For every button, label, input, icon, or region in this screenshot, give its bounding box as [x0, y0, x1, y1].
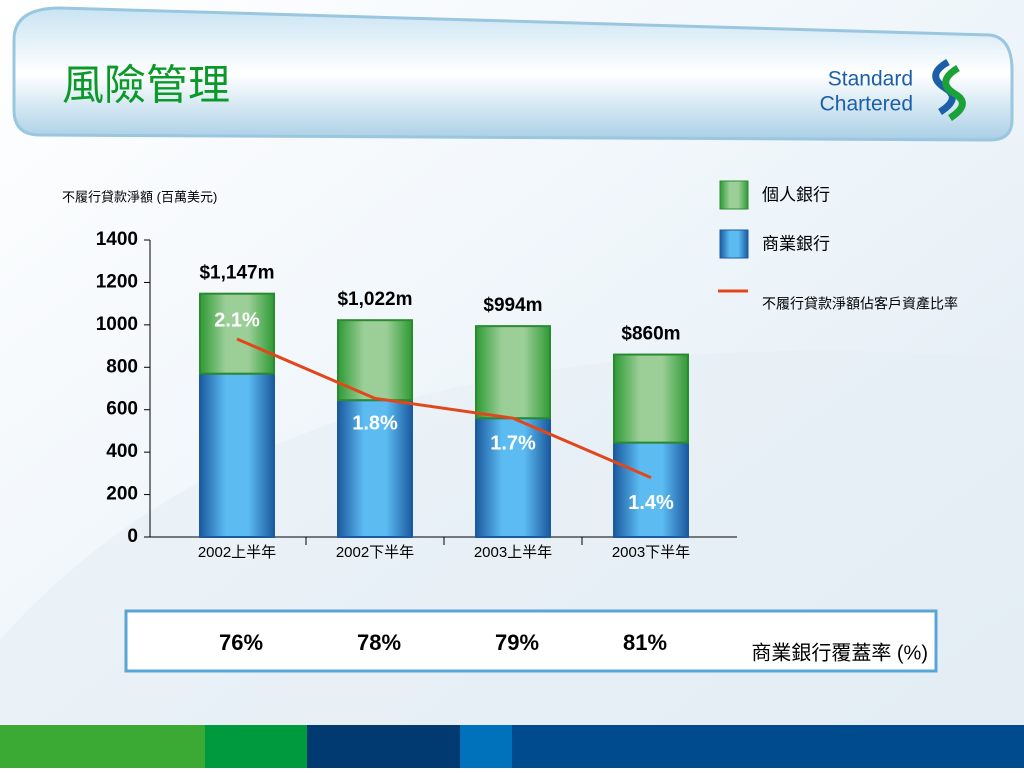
total-label: $1,022m — [337, 289, 412, 310]
y-tick-label: 400 — [106, 441, 138, 462]
footer-strip — [460, 725, 512, 768]
bar-segment — [337, 399, 413, 538]
bar-segment — [199, 292, 275, 375]
y-tick-label: 1000 — [96, 314, 138, 335]
coverage-value: 81% — [623, 630, 667, 655]
footer-strip — [205, 725, 307, 768]
x-tick-label: 2002下半年 — [336, 544, 414, 561]
coverage-label: 商業銀行覆蓋率 (%) — [751, 641, 928, 664]
logo-text: Standard — [828, 68, 913, 91]
bar-segment — [475, 325, 551, 420]
y-tick-label: 800 — [106, 356, 138, 377]
footer-strip — [307, 725, 460, 768]
title: 風險管理 — [62, 61, 230, 110]
ratio-label: 2.1% — [214, 309, 260, 331]
total-label: $1,147m — [199, 263, 274, 284]
footer-strip — [0, 725, 205, 768]
coverage-value: 76% — [219, 630, 263, 655]
x-tick-label: 2002上半年 — [198, 544, 276, 561]
legend-label: 商業銀行 — [762, 234, 830, 253]
y-tick-label: 1200 — [96, 271, 138, 292]
x-tick-label: 2003上半年 — [474, 544, 552, 561]
coverage-box — [124, 609, 938, 673]
bar-segment — [613, 353, 689, 444]
legend-label: 不履行貸款淨額佔客戶資產比率 — [762, 296, 958, 312]
legend-swatch — [719, 229, 749, 259]
bar-segment — [613, 441, 689, 539]
coverage-value: 78% — [357, 630, 401, 655]
y-tick-label: 0 — [127, 526, 138, 547]
footer-strip — [512, 725, 1024, 768]
ratio-label: 1.7% — [490, 432, 536, 454]
bar-segment — [199, 372, 275, 538]
ratio-label: 1.8% — [352, 413, 398, 435]
y-tick-label: 1400 — [96, 229, 138, 250]
logo-mark — [942, 65, 966, 121]
y-axis-label: 不履行貸款淨額 (百萬美元) — [62, 189, 217, 204]
total-label: $860m — [621, 324, 680, 345]
y-tick-label: 600 — [106, 399, 138, 420]
logo-text: Chartered — [820, 93, 913, 116]
legend-swatch — [719, 180, 749, 210]
ratio-line — [236, 337, 652, 479]
coverage-value: 79% — [495, 630, 539, 655]
legend-label: 個人銀行 — [762, 185, 830, 204]
x-tick-label: 2003下半年 — [612, 544, 690, 561]
y-tick-label: 200 — [106, 484, 138, 505]
header-banner — [12, 6, 1014, 142]
ratio-label: 1.4% — [628, 492, 674, 514]
total-label: $994m — [483, 295, 542, 316]
